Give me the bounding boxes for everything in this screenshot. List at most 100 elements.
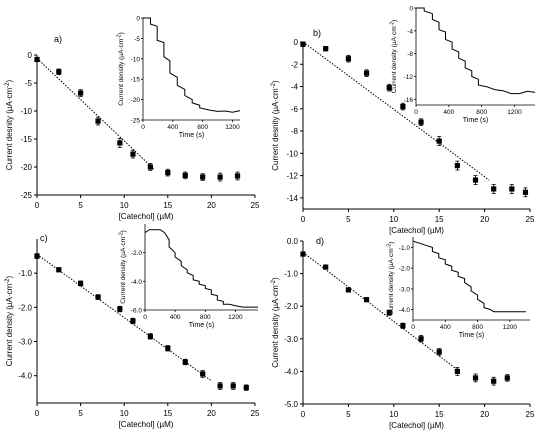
y-axis-title-sup: -2 [271,279,277,285]
data-point [323,46,329,52]
x-tick-label: 20 [480,215,489,224]
y-tick-label: -10 [20,107,32,116]
inset-x-tick-label: 800 [200,314,211,321]
inset-x-tick-label: 800 [476,109,487,116]
data-point [117,140,123,146]
data-point [418,336,424,342]
data-point [363,297,370,303]
data-point [418,119,424,125]
y-tick-label: -20 [20,163,32,172]
x-tick-label: 25 [251,201,260,210]
x-tick-label: 20 [480,410,489,419]
y-tick-label: -2.0 [284,302,298,311]
data-point [78,280,84,287]
x-axis-title-unit: µM [159,212,171,221]
x-axis-title-prefix: [Catechol] ( [119,420,160,429]
chart-panel-2: 0 5 10 15 20 25 -1.0 -2.0 -3.0 -4.0 [Catechol] (µM… [5,224,260,429]
y-axis-title-suffix: ) [271,80,280,83]
fit-line [302,41,490,181]
data-point [491,186,497,192]
inset-y-tick-label: -6.0 [131,308,143,315]
data-point [165,345,171,351]
y-axis-title-suffix: ) [5,79,14,82]
x-axis-title: [Catechol] (µM) [119,212,174,221]
x-axis-title: [Catechol] (µM) [389,421,444,430]
x-tick-label: 25 [526,410,535,419]
panel-label: a) [54,34,62,44]
inset-x-axis-title: Time (s) [189,322,214,329]
data-point [386,310,392,316]
data-point [182,172,188,178]
y-axis-title: Current desnity (µA·cm-2) [271,80,280,171]
fit-line [36,57,156,171]
inset-y-axis-title-text: Current density (µA·cm [391,26,398,93]
inset-x-tick-label: 0 [143,314,147,321]
data-point [117,306,123,312]
data-point [243,385,249,391]
inset-y-axis-title-sup: -2 [119,232,125,237]
data-point [436,349,442,355]
y-axis-title-sup: -2 [5,278,11,284]
inset-trace [144,229,258,308]
data-point [436,138,442,144]
data-point [345,56,351,62]
data-point [400,323,406,329]
inset-x-axis-title: Time (s) [459,332,484,339]
y-tick-label: -6 [291,105,299,114]
inset-x-tick-label: 0 [414,109,418,116]
panel-label: b) [313,28,321,38]
x-tick-label: 20 [207,201,216,210]
data-point [56,69,62,75]
inset-chart: 0 400 800 1200 0 -5 -10 -15 -20 -25 Time (s) Curren… [117,16,241,140]
x-tick-label: 25 [251,409,260,418]
data-point [522,189,529,195]
inset-x-tick-label: 400 [443,109,454,116]
x-tick-label: 5 [78,409,83,418]
data-point [200,174,206,180]
inset-x-axis-title: Time (s) [463,117,488,124]
inset-y-axis-title-text: Current density (µA·cm [118,39,125,106]
data-point [454,162,460,169]
inset-y-tick-label: -4.0 [131,279,143,286]
data-point [147,333,153,339]
data-point [182,359,188,365]
inset-x-tick-label: 1200 [503,324,518,331]
x-tick-label: 5 [78,201,83,210]
inset-y-tick-label: -25 [131,118,141,125]
x-tick-label: 0 [35,201,40,210]
data-point [400,103,406,110]
inset-y-tick-label: -20 [131,97,141,104]
inset-y-tick-label: -15 [131,77,141,84]
y-axis-title-text: Current density (µA·cm [271,285,280,368]
data-point [472,177,479,183]
x-tick-label: 0 [35,409,40,418]
y-tick-label: 0 [28,51,33,60]
y-tick-label: -3.0 [284,335,298,344]
data-point [386,85,392,91]
inset-y-tick-label: -10 [131,56,141,63]
x-tick-label: 0 [301,410,306,419]
data-point [230,383,236,389]
inset-y-tick-label: -16 [404,97,414,104]
data-point [234,173,241,179]
y-tick-label: -1.0 [18,269,32,278]
data-point [130,151,136,157]
inset-chart: 0 400 800 1200 -2.0 -4.0 -6.0 Time (s) Current d… [119,224,258,329]
x-tick-label: 10 [389,410,398,419]
y-tick-label: 0 [294,38,299,47]
chart-panel-3: 0 5 10 15 20 25 0.0 -1.0 -2.0 -3.0 -4.0 -5.0 [Catech… [271,236,535,430]
y-tick-label: -4 [291,83,299,92]
inset-y-tick-label: -5 [134,36,140,43]
y-tick-label: -15 [20,135,32,144]
panel-label: c) [40,233,48,243]
x-tick-label: 20 [207,409,216,418]
x-axis-title-prefix: [Catechol] ( [389,226,430,235]
x-axis-title-unit: µM [430,226,442,235]
y-axis-title-sup: -2 [5,82,11,88]
data-point [454,368,460,374]
y-tick-label: -4.0 [284,367,298,376]
data-point [504,375,510,381]
inset-y-tick-label: -3.0 [399,286,411,293]
inset-x-tick-label: 400 [170,314,181,321]
fit-line [302,252,458,371]
